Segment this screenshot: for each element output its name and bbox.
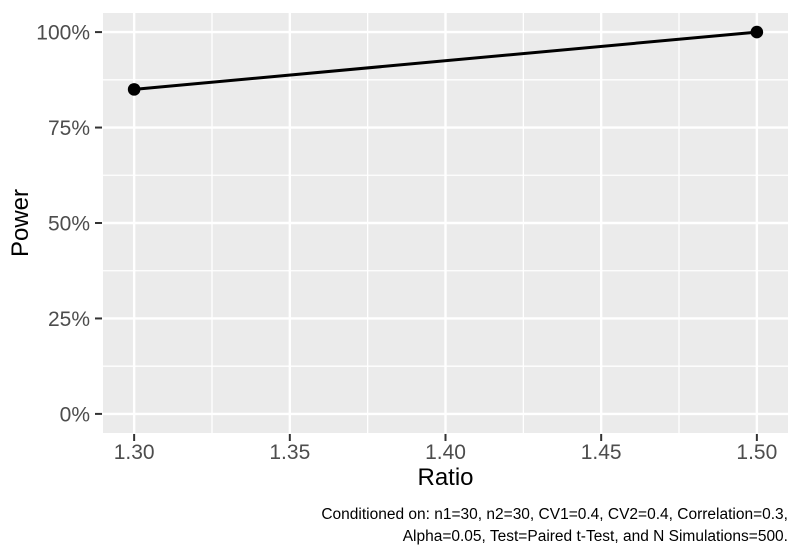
chart-caption: Conditioned on: n1=30, n2=30, CV1=0.4, C… xyxy=(321,504,788,548)
data-point xyxy=(127,83,141,96)
y-tick-label: 75% xyxy=(48,117,90,140)
caption-line-2: Alpha=0.05, Test=Paired t-Test, and N Si… xyxy=(402,528,788,545)
x-tick-label: 1.40 xyxy=(425,441,466,464)
y-tick-label: 0% xyxy=(60,403,90,426)
caption-line-1: Conditioned on: n1=30, n2=30, CV1=0.4, C… xyxy=(321,506,788,523)
x-axis-title: Ratio xyxy=(417,464,474,491)
x-tick-label: 1.30 xyxy=(114,441,155,464)
y-tick-label: 50% xyxy=(48,213,90,236)
power-line-chart: 1.30 1.35 1.40 1.45 1.50 0% 25% 50% 75% 100% xyxy=(36,13,788,464)
x-tick-label: 1.50 xyxy=(736,441,777,464)
y-tick-label: 25% xyxy=(48,308,90,331)
x-tick-label: 1.45 xyxy=(581,441,622,464)
y-tick-label: 100% xyxy=(36,22,90,45)
data-point xyxy=(750,25,764,39)
y-axis-title: Power xyxy=(7,188,34,258)
x-tick-label: 1.35 xyxy=(269,441,310,464)
power-series-line xyxy=(133,30,758,91)
